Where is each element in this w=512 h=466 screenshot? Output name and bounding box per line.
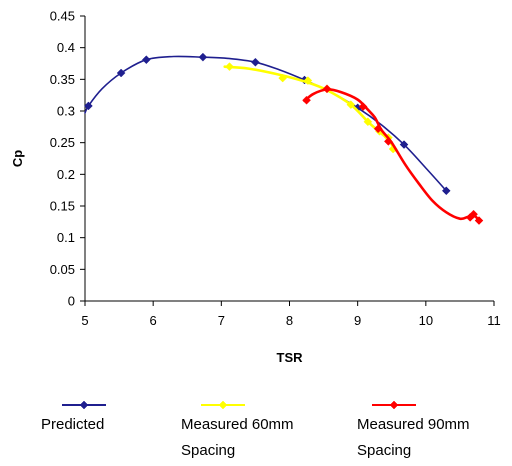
legend-marker — [218, 400, 228, 410]
y-tick-label: 0.3 — [57, 104, 75, 119]
legend-marker — [79, 400, 89, 410]
legend-item-1: Predicted — [41, 400, 106, 433]
data-point — [363, 117, 373, 127]
legend-label: Measured 60mm — [181, 416, 294, 433]
y-tick-label: 0.05 — [50, 262, 75, 277]
legend-item-2: Measured 60mm Spacing — [181, 400, 294, 459]
series-line — [303, 88, 481, 222]
x-tick-label: 5 — [81, 313, 88, 328]
y-tick-label: 0.45 — [50, 9, 75, 24]
y-tick-label: 0.35 — [50, 72, 75, 87]
legend-item-3: Measured 90mm Spacing — [357, 400, 470, 459]
axes: 0 0.05 0.1 0.15 0.2 0.25 0.3 0.35 0.4 0.45 5 6 7 8 9 10… — [50, 9, 501, 329]
data-point — [225, 62, 234, 72]
data-point — [141, 55, 151, 65]
legend-marker — [389, 400, 399, 410]
data-point — [358, 102, 368, 111]
x-tick-label: 7 — [218, 313, 225, 328]
data-point — [399, 140, 409, 149]
data-point — [469, 209, 478, 219]
data-point — [198, 52, 208, 62]
series-2 — [223, 62, 398, 154]
y-tick-label: 0.1 — [57, 230, 75, 245]
series-layer — [84, 52, 484, 225]
data-point — [373, 124, 383, 134]
data-point — [346, 100, 356, 110]
y-tick-label: 0.25 — [50, 135, 75, 150]
x-axis-title: TSR — [277, 350, 304, 365]
series-line — [223, 65, 397, 152]
legend-label: Predicted — [41, 416, 104, 433]
data-point — [116, 68, 126, 78]
x-tick-label: 10 — [419, 313, 433, 328]
y-tick-label: 0.4 — [57, 40, 75, 55]
legend-label-line2: Spacing — [181, 442, 235, 459]
legend-label: Measured 90mm — [357, 416, 470, 433]
y-tick-label: 0.2 — [57, 167, 75, 182]
y-axis-title: Cp — [10, 150, 25, 167]
data-point — [84, 101, 93, 111]
x-tick-label: 6 — [150, 313, 157, 328]
data-point — [303, 76, 313, 85]
legend-label-line2: Spacing — [357, 442, 411, 459]
data-point — [441, 186, 451, 196]
data-point — [322, 84, 332, 94]
series-1 — [84, 52, 451, 196]
series-3 — [302, 84, 484, 225]
data-point — [383, 137, 393, 146]
x-tick-label: 9 — [354, 313, 361, 328]
data-point — [474, 216, 484, 225]
data-point — [251, 57, 260, 67]
data-point — [302, 95, 311, 105]
data-point — [278, 73, 288, 83]
y-tick-label: 0.15 — [50, 199, 75, 214]
y-tick-label: 0 — [68, 294, 75, 309]
x-tick-label: 11 — [487, 313, 501, 328]
x-tick-label: 8 — [286, 313, 293, 328]
series-line — [84, 55, 448, 192]
